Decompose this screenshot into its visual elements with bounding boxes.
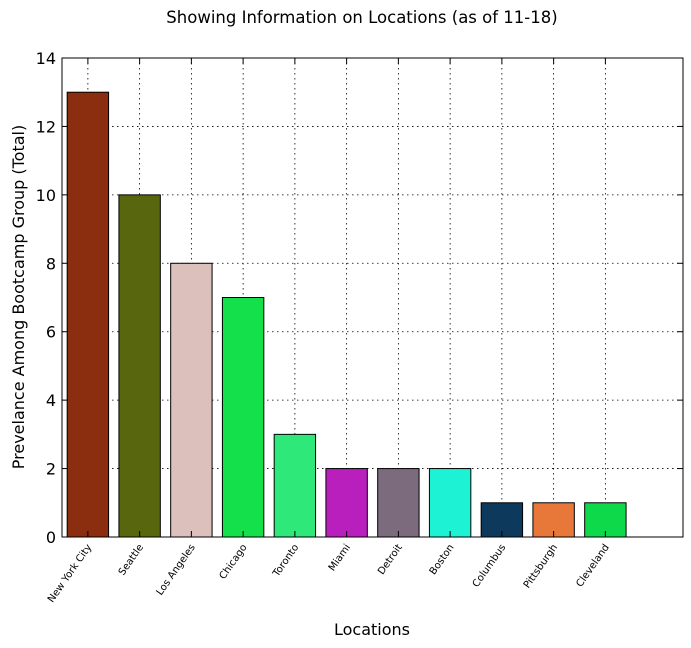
- bar-new-york-city: [66, 91, 110, 538]
- x-tick-label: Detroit: [376, 542, 405, 577]
- bar-los-angeles: [170, 262, 213, 538]
- x-tick-label: Seattle: [117, 542, 146, 577]
- plot-area: [61, 57, 684, 538]
- x-tick-label: Cleveland: [574, 542, 611, 589]
- y-axis-label: Prevelance Among Bootcamp Group (Total): [9, 125, 28, 469]
- bar-chicago: [221, 297, 265, 538]
- x-tick-label: Los Angeles: [155, 542, 198, 597]
- y-axis: 0 2 4 6 8 10 12 14: [36, 49, 683, 547]
- y-tick-label: 6: [46, 323, 56, 342]
- y-tick-label: 8: [46, 254, 56, 273]
- x-tick-label: Miami: [327, 542, 353, 573]
- x-tick-label: Toronto: [271, 542, 302, 579]
- x-axis-label: Locations: [334, 620, 410, 639]
- x-tick-label: Boston: [428, 542, 457, 577]
- chart-title: Showing Information on Locations (as of …: [166, 8, 557, 27]
- bar-seattle: [118, 194, 161, 538]
- y-tick-label: 14: [36, 49, 56, 68]
- y-tick-label: 2: [46, 460, 56, 479]
- x-tick-label: Chicago: [218, 542, 250, 581]
- x-tick-label: Columbus: [471, 542, 509, 589]
- x-tick-label: New York City: [46, 542, 94, 605]
- y-tick-label: 10: [36, 186, 56, 205]
- bar-miami: [325, 468, 368, 538]
- grid: [62, 58, 683, 537]
- x-tick-label: Pittsburgh: [522, 542, 560, 590]
- y-tick-label: 4: [46, 391, 56, 410]
- y-tick-label: 0: [46, 528, 56, 547]
- bar-detroit: [377, 468, 420, 538]
- bars: [66, 91, 627, 538]
- y-tick-label: 12: [36, 117, 56, 136]
- bar-toronto: [273, 433, 317, 538]
- bar-boston: [428, 468, 472, 538]
